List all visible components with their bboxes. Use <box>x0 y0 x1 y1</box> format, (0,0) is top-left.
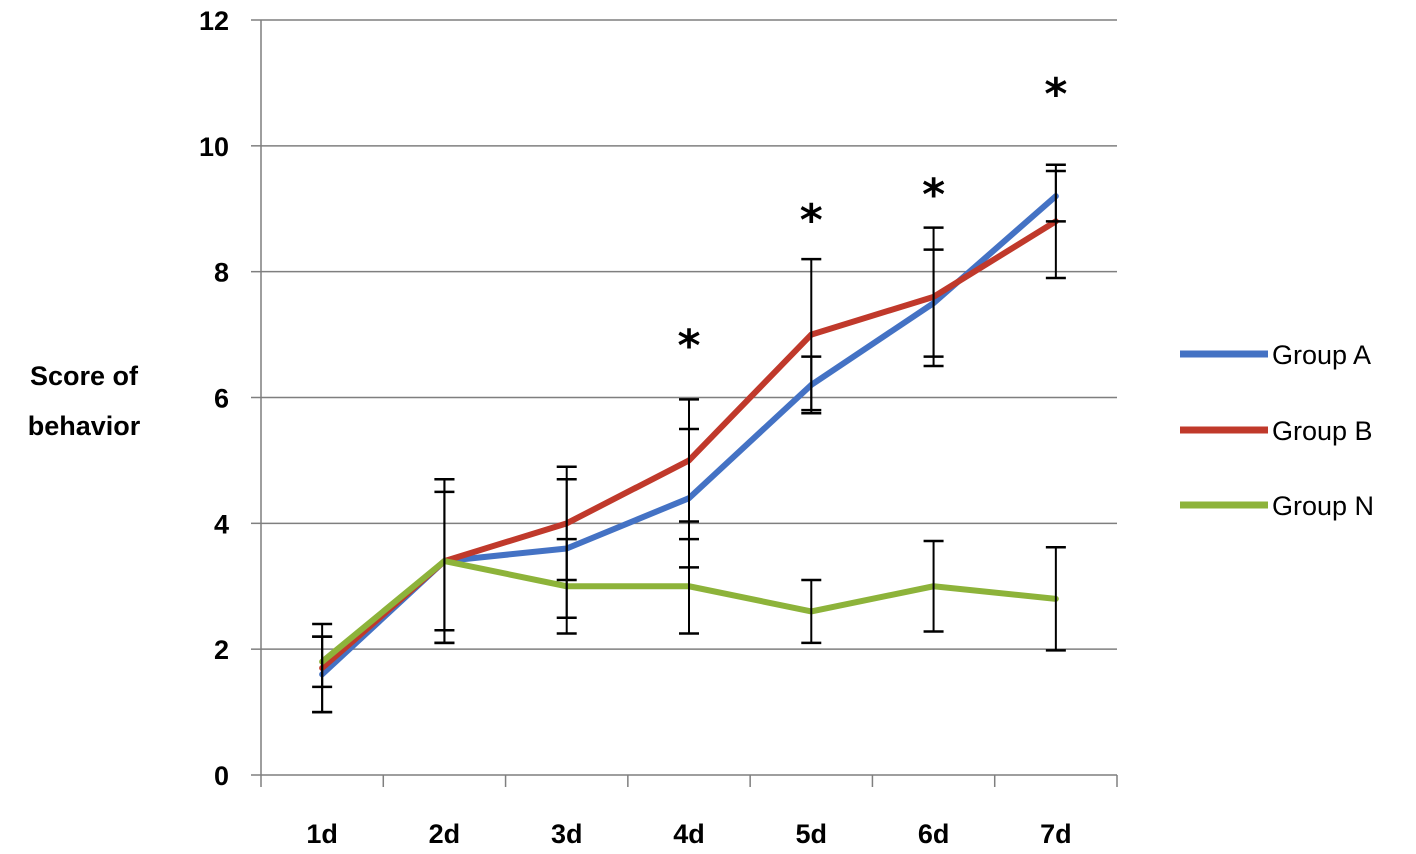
y-tick-label-6: 6 <box>214 384 229 414</box>
grid-lines <box>261 19 1117 650</box>
error-bar-group-b-5d <box>801 257 822 412</box>
x-tick-label-7d: 7d <box>1040 819 1072 849</box>
legend-label: Group N <box>1272 491 1374 521</box>
y-tick-label-2: 2 <box>214 635 229 665</box>
significance-marker-7d: * <box>1044 69 1067 120</box>
legend-label: Group A <box>1272 340 1371 370</box>
significance-marker-6d: * <box>922 170 945 221</box>
significance-marker-4d: * <box>677 321 700 372</box>
x-tick-label-4d: 4d <box>673 819 705 849</box>
x-tick-labels: 1d 2d 3d 4d 5d 6d 7d <box>306 819 1071 849</box>
legend-item-group-n: Group N <box>1180 491 1374 521</box>
error-bar-group-n-1d <box>312 635 333 689</box>
error-bars <box>312 163 1066 714</box>
y-axis-label-line-1: Score of <box>30 361 139 391</box>
y-tick-label-10: 10 <box>199 132 229 162</box>
error-bar-group-n-6d <box>923 539 944 633</box>
legend-item-group-b: Group B <box>1180 416 1373 446</box>
legend-label: Group B <box>1272 416 1373 446</box>
x-tick-label-1d: 1d <box>306 819 338 849</box>
y-tick-label-0: 0 <box>214 761 229 791</box>
error-bar-group-b-4d <box>679 398 699 523</box>
y-tick-labels: 0 2 4 6 8 10 12 <box>199 6 229 791</box>
y-axis-label-line-2: behavior <box>28 411 141 441</box>
y-axis-label: Score of behavior <box>28 361 141 441</box>
error-bar-group-n-7d <box>1045 545 1066 652</box>
error-bar-group-n-4d <box>679 537 699 635</box>
error-bar-group-n-2d <box>434 478 455 645</box>
error-bar-group-b-6d <box>923 226 944 368</box>
legend-item-group-a: Group A <box>1180 340 1371 370</box>
legend: Group A Group B Group N <box>1180 340 1374 521</box>
error-bar-group-n-5d <box>801 578 822 645</box>
y-tick-label-8: 8 <box>214 258 229 288</box>
error-bar-group-b-7d <box>1045 163 1066 280</box>
y-tick-label-12: 12 <box>199 6 229 36</box>
significance-marker-5d: * <box>800 195 823 246</box>
x-tick-label-2d: 2d <box>429 819 461 849</box>
x-tick-label-6d: 6d <box>918 819 950 849</box>
x-tick-label-5d: 5d <box>796 819 828 849</box>
error-bar-group-n-3d <box>556 537 577 635</box>
y-tick-label-4: 4 <box>214 509 229 539</box>
x-tick-label-3d: 3d <box>551 819 583 849</box>
significance-markers: * * * * <box>677 69 1067 372</box>
axes <box>251 19 1118 787</box>
